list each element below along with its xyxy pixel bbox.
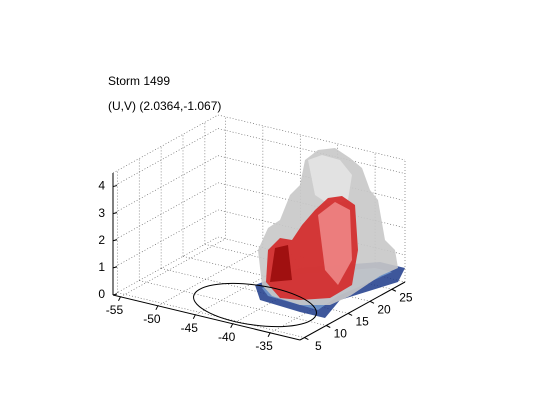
grid-line bbox=[112, 128, 219, 187]
y-tick bbox=[304, 337, 309, 341]
x-tick-label: -45 bbox=[181, 321, 199, 335]
grid-line bbox=[112, 209, 219, 269]
y-tick-label: 20 bbox=[377, 303, 391, 317]
z-tick-label: 4 bbox=[98, 179, 105, 193]
x-tick-label: -40 bbox=[218, 330, 236, 344]
x-tick bbox=[155, 305, 159, 311]
z-tick-label: 3 bbox=[98, 206, 105, 220]
z-tick bbox=[112, 212, 118, 215]
y-axis bbox=[299, 281, 406, 341]
isosurface-gray-highlight bbox=[308, 155, 352, 205]
grid-line bbox=[217, 128, 406, 174]
chart-title: Storm 1499 bbox=[108, 74, 170, 88]
grid-line bbox=[120, 238, 226, 298]
grid-line bbox=[112, 236, 219, 296]
grid-line bbox=[161, 268, 349, 314]
z-tick-label: 0 bbox=[98, 287, 105, 301]
z-tick-label: 1 bbox=[98, 260, 105, 274]
x-tick bbox=[192, 314, 196, 320]
box-edge bbox=[217, 114, 406, 161]
z-tick bbox=[112, 293, 118, 296]
z-tick bbox=[112, 239, 118, 242]
chart-subtitle: (U,V) (2.0364,-1.067) bbox=[108, 99, 221, 113]
grid-line bbox=[112, 155, 219, 214]
x-tick bbox=[267, 332, 271, 338]
z-tick bbox=[112, 266, 118, 269]
grid-line bbox=[117, 292, 305, 338]
y-tick bbox=[391, 288, 397, 292]
x-tick bbox=[118, 296, 121, 302]
x-tick-label: -35 bbox=[255, 339, 273, 353]
y-tick-label: 5 bbox=[315, 339, 322, 353]
box-edge bbox=[112, 114, 219, 174]
y-tick-label: 15 bbox=[355, 315, 369, 329]
z-tick-label: 2 bbox=[98, 233, 105, 247]
grid-line bbox=[139, 280, 327, 326]
x-axis bbox=[112, 294, 301, 341]
y-tick-label: 25 bbox=[399, 290, 413, 304]
y-tick bbox=[326, 325, 331, 328]
floor-contour bbox=[193, 282, 317, 328]
grid-line bbox=[157, 247, 264, 307]
isosurface-red-highlight bbox=[318, 202, 352, 285]
x-tick-label: -50 bbox=[143, 312, 161, 326]
y-tick-label: 10 bbox=[334, 327, 348, 341]
y-tick bbox=[369, 300, 375, 304]
y-tick bbox=[347, 312, 353, 316]
x-tick-label: -55 bbox=[106, 303, 124, 317]
grid-line bbox=[112, 182, 219, 242]
x-tick bbox=[230, 323, 234, 329]
isosurface-red-shadow bbox=[270, 245, 292, 282]
z-tick bbox=[112, 185, 118, 188]
